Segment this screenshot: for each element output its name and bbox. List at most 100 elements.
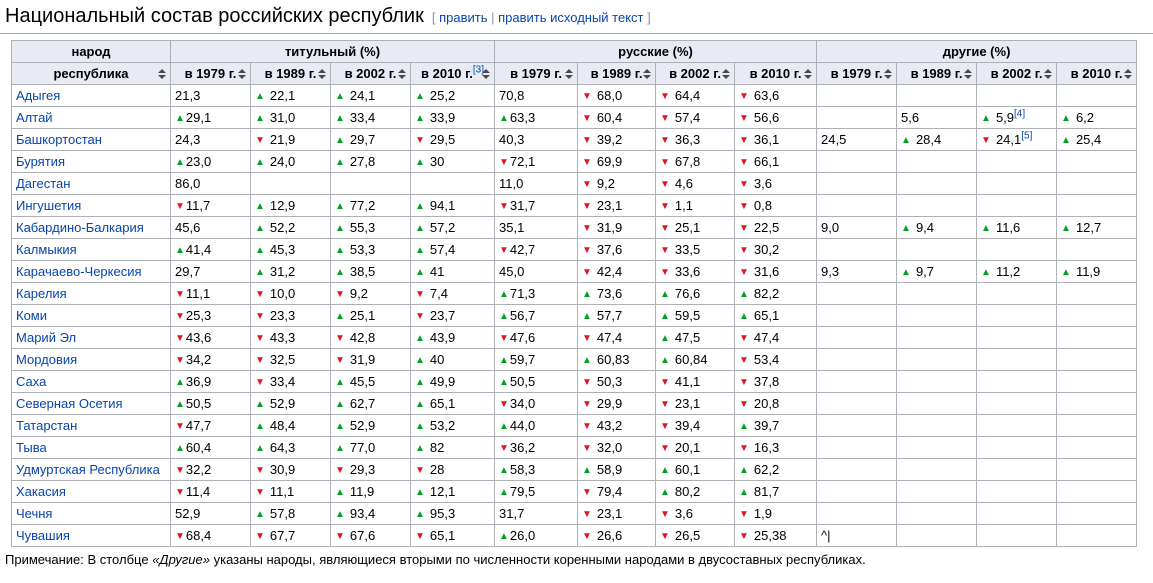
year-column-header[interactable]: в 2002 г. (330, 62, 411, 85)
increase-triangle-icon: ▲ (499, 113, 509, 124)
republic-link[interactable]: Саха (16, 374, 47, 389)
value-cell (896, 414, 978, 437)
republic-link[interactable]: Удмуртская Республика (16, 462, 160, 477)
cell-value: 43,3 (269, 330, 296, 345)
edit-link[interactable]: править (439, 10, 488, 25)
year-column-header[interactable]: в 1979 г. (494, 62, 579, 85)
value-cell (896, 238, 978, 261)
cell-value: 29,3 (349, 462, 376, 477)
republic-link[interactable]: Татарстан (16, 418, 78, 433)
increase-triangle-icon: ▲ (415, 267, 425, 278)
increase-triangle-icon: ▲ (499, 377, 509, 388)
republic-link[interactable]: Дагестан (16, 176, 71, 191)
cell-value: 72,1 (509, 154, 536, 169)
decrease-triangle-icon: ▼ (415, 531, 425, 542)
cell-value: 31,9 (596, 220, 623, 235)
republic-column-header[interactable]: республика (11, 62, 171, 85)
year-column-header[interactable]: в 2002 г. (655, 62, 736, 85)
reference-link[interactable]: [4] (1014, 108, 1026, 120)
table-row: Тыва ▲60,4 ▲ 64,3 ▲ 77,0 ▲ 82 ▼36,2 ▼ 32,0 ▼ 20,1 ▼ 16… (11, 436, 1138, 459)
increase-triangle-icon: ▲ (415, 223, 425, 234)
cell-value: 11,1 (269, 484, 295, 499)
value-cell (976, 480, 1058, 503)
republic-link[interactable]: Марий Эл (16, 330, 77, 345)
year-column-header[interactable]: в 1989 г. (250, 62, 331, 85)
reference-link[interactable]: [3] (472, 64, 484, 76)
republic-link[interactable]: Калмыкия (16, 242, 77, 257)
decrease-triangle-icon: ▼ (739, 377, 749, 388)
year-column-header[interactable]: в 2010 г. (734, 62, 818, 85)
decrease-triangle-icon: ▼ (582, 91, 592, 102)
decrease-triangle-icon: ▼ (335, 355, 345, 366)
decrease-triangle-icon: ▼ (739, 245, 749, 256)
cell-value: 22,1 (269, 88, 296, 103)
republic-link[interactable]: Алтай (16, 110, 53, 125)
value-cell (896, 282, 978, 305)
increase-triangle-icon: ▲ (175, 443, 185, 454)
year-column-header[interactable]: в 1989 г. (896, 62, 978, 85)
value-cell (976, 502, 1058, 525)
republic-link[interactable]: Коми (16, 308, 48, 323)
decrease-triangle-icon: ▼ (175, 531, 185, 542)
value-cell (976, 172, 1058, 195)
decrease-triangle-icon: ▼ (335, 465, 345, 476)
value-cell: ▼ 39,2 (577, 128, 657, 151)
year-column-header[interactable]: в 2010 г. (1056, 62, 1138, 85)
republic-link[interactable]: Бурятия (16, 154, 65, 169)
cell-value: 52,9 (175, 506, 201, 521)
increase-triangle-icon: ▲ (255, 157, 265, 168)
republic-link[interactable]: Башкортостан (16, 132, 102, 147)
republic-link[interactable]: Тыва (16, 440, 47, 455)
republic-link[interactable]: Карачаево-Черкесия (16, 264, 142, 279)
republic-link[interactable]: Хакасия (16, 484, 66, 499)
cell-value: 65,1 (429, 528, 456, 543)
value-cell (976, 392, 1058, 415)
increase-triangle-icon: ▲ (739, 487, 749, 498)
cell-value: 23,7 (429, 308, 456, 323)
reference-link[interactable]: [5] (1021, 130, 1033, 142)
value-cell (896, 150, 978, 173)
increase-triangle-icon: ▲ (499, 355, 509, 366)
republic-link[interactable]: Чечня (16, 506, 53, 521)
cell-value: 43,6 (185, 330, 212, 345)
increase-triangle-icon: ▲ (660, 487, 670, 498)
value-cell: ▲ 11,9 (1056, 260, 1138, 283)
value-cell: ▲ 60,83 (577, 348, 657, 371)
increase-triangle-icon: ▲ (255, 201, 265, 212)
republic-link[interactable]: Северная Осетия (16, 396, 123, 411)
value-cell: 45,6 (170, 216, 251, 239)
value-cell: ▲ 53,2 (409, 414, 496, 437)
year-column-header[interactable]: в 2002 г. (976, 62, 1058, 85)
corner-header-narod[interactable]: народ (11, 40, 171, 63)
cell-value: 50,5 (185, 396, 212, 411)
value-cell: ▲ 60,84 (655, 348, 736, 371)
bracket-close: ] (647, 10, 651, 25)
republic-link[interactable]: Чувашия (16, 528, 70, 543)
year-column-header[interactable]: в 1989 г. (577, 62, 657, 85)
year-column-header[interactable]: в 2010 г.[3] (409, 62, 496, 85)
value-cell (976, 326, 1058, 349)
decrease-triangle-icon: ▼ (660, 223, 670, 234)
year-column-header[interactable]: в 1979 г. (170, 62, 251, 85)
cell-value: 31,7 (499, 506, 525, 521)
cell-value: 42,4 (596, 264, 623, 279)
republic-link[interactable]: Мордовия (16, 352, 78, 367)
value-cell: ▼11,7 (170, 194, 251, 217)
cell-value: 57,2 (429, 220, 456, 235)
value-cell (896, 480, 978, 503)
republic-link[interactable]: Адыгея (16, 88, 61, 103)
republic-link[interactable]: Кабардино-Балкария (16, 220, 144, 235)
value-cell: ▼68,4 (170, 524, 251, 547)
edit-source-link[interactable]: править исходный текст (498, 10, 644, 25)
cell-value: 24,5 (821, 132, 847, 147)
republic-link[interactable]: Карелия (16, 286, 67, 301)
cell-value: 34,0 (509, 396, 536, 411)
cell-value: 29,1 (185, 110, 212, 125)
republic-link[interactable]: Ингушетия (16, 198, 82, 213)
decrease-triangle-icon: ▼ (739, 157, 749, 168)
value-cell: ▲ 77,0 (330, 436, 411, 459)
year-column-header[interactable]: в 1979 г. (816, 62, 898, 85)
value-cell: ▲ 59,5 (655, 304, 736, 327)
decrease-triangle-icon: ▼ (255, 355, 265, 366)
cell-value: 41,4 (185, 242, 212, 257)
